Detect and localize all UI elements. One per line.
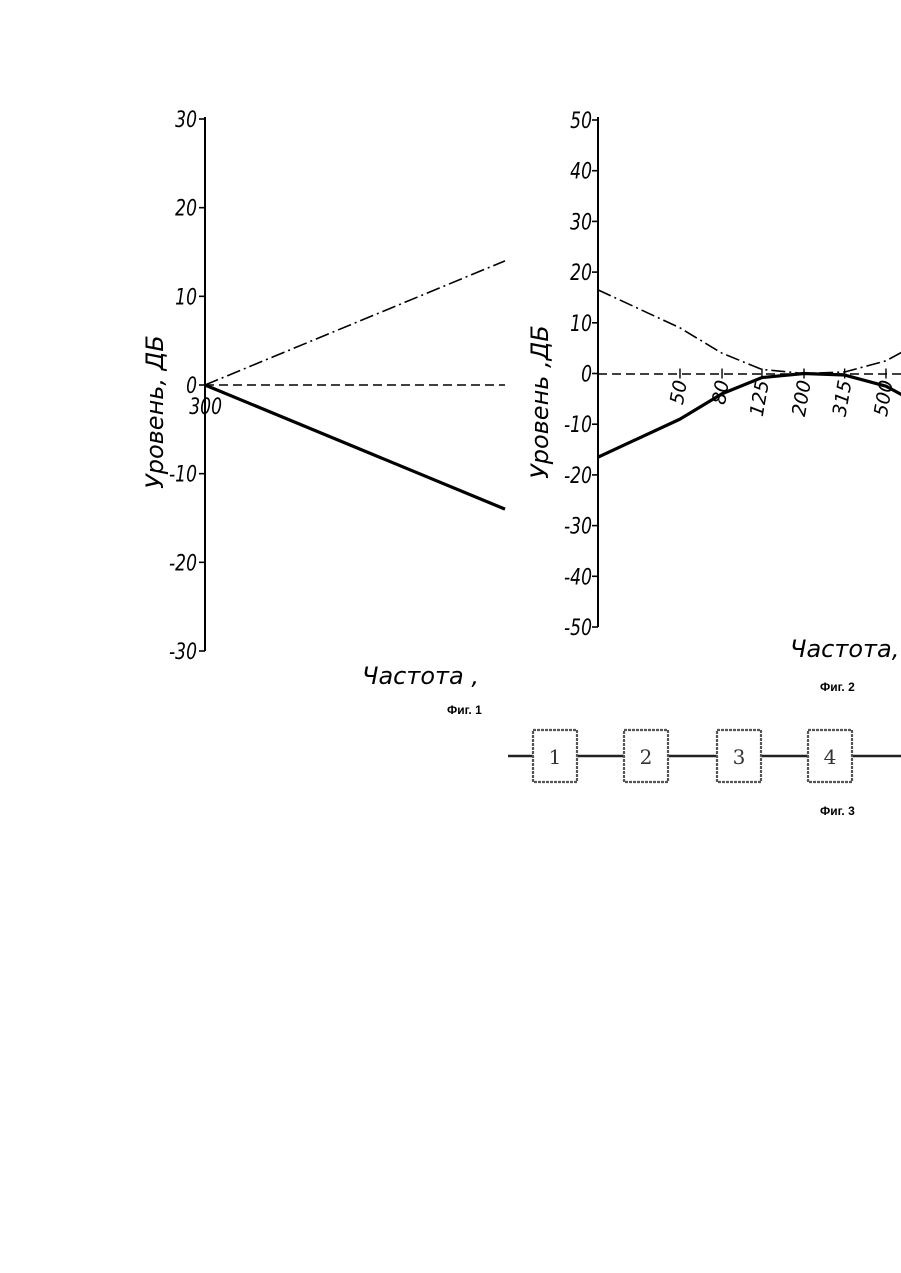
- figure-2-chart: 50 40 30 20 10 0 -10 -20 -30 -40 -50 50 80 125 200 315…: [526, 108, 901, 694]
- figure-1-chart: 302010-10-20-300 300 Уровень, ДБ Частота…: [141, 107, 505, 717]
- fig2-y-tick-label: 10: [570, 311, 592, 337]
- fig1-series-line-dash-dot: [205, 261, 505, 385]
- fig2-y-tick-label: -20: [564, 463, 592, 489]
- fig2-y-tick-label: -50: [564, 615, 592, 641]
- fig2-x-tick-label: 80: [708, 379, 734, 407]
- fig1-y-tick-label: -10: [169, 462, 197, 488]
- fig2-x-axis-title: Частота,: [790, 635, 899, 663]
- fig2-y-axis-title: Уровень ,ДБ: [526, 325, 554, 479]
- fig2-y-tick-label: -40: [564, 564, 592, 590]
- fig2-series-line-dash-dot: [598, 290, 901, 374]
- fig3-block-label: 2: [640, 745, 653, 769]
- fig1-y-tick-label: 10: [175, 284, 197, 310]
- fig1-caption: Фиг. 1: [447, 703, 482, 717]
- fig2-y-tick-label: 20: [570, 260, 592, 286]
- fig1-y-tick-label: 20: [175, 196, 197, 222]
- fig3-block-2: 2: [624, 730, 668, 782]
- fig3-block-3: 3: [717, 730, 761, 782]
- fig2-y-tick-label: 50: [570, 108, 592, 134]
- fig2-x-tick-label: 125: [746, 379, 774, 419]
- fig2-y-tick-label: -10: [564, 412, 592, 438]
- fig1-y-tick-label: -20: [169, 550, 197, 576]
- fig2-y-tick-label: 30: [570, 209, 592, 235]
- fig3-block-label: 3: [733, 745, 746, 769]
- fig1-x-start-label: 300: [189, 394, 222, 420]
- fig3-block-1: 1: [533, 730, 577, 782]
- fig2-y-tick-label: -30: [564, 514, 592, 540]
- fig2-y-tick-label: 0: [581, 361, 592, 387]
- fig2-x-tick-label: 50: [666, 379, 692, 407]
- fig2-x-tick-label: 200: [788, 379, 816, 419]
- figure-3-block-diagram: 1 2 3 4 Фиг. 3: [508, 730, 901, 818]
- fig2-x-tick-label: 315: [829, 379, 857, 419]
- fig1-y-tick-label: 30: [175, 107, 197, 133]
- fig3-block-label: 1: [549, 745, 562, 769]
- fig3-caption: Фиг. 3: [820, 804, 855, 818]
- fig2-y-tick-label: 40: [570, 159, 592, 185]
- fig1-series-line-solid-thick: [205, 385, 505, 509]
- fig3-block-4: 4: [808, 730, 852, 782]
- fig1-y-axis-title: Уровень, ДБ: [141, 335, 169, 489]
- fig1-y-tick-label: -30: [169, 639, 197, 665]
- fig1-x-axis-title: Частота ,: [362, 662, 479, 690]
- fig2-caption: Фиг. 2: [820, 680, 855, 694]
- fig3-block-label: 4: [824, 745, 837, 769]
